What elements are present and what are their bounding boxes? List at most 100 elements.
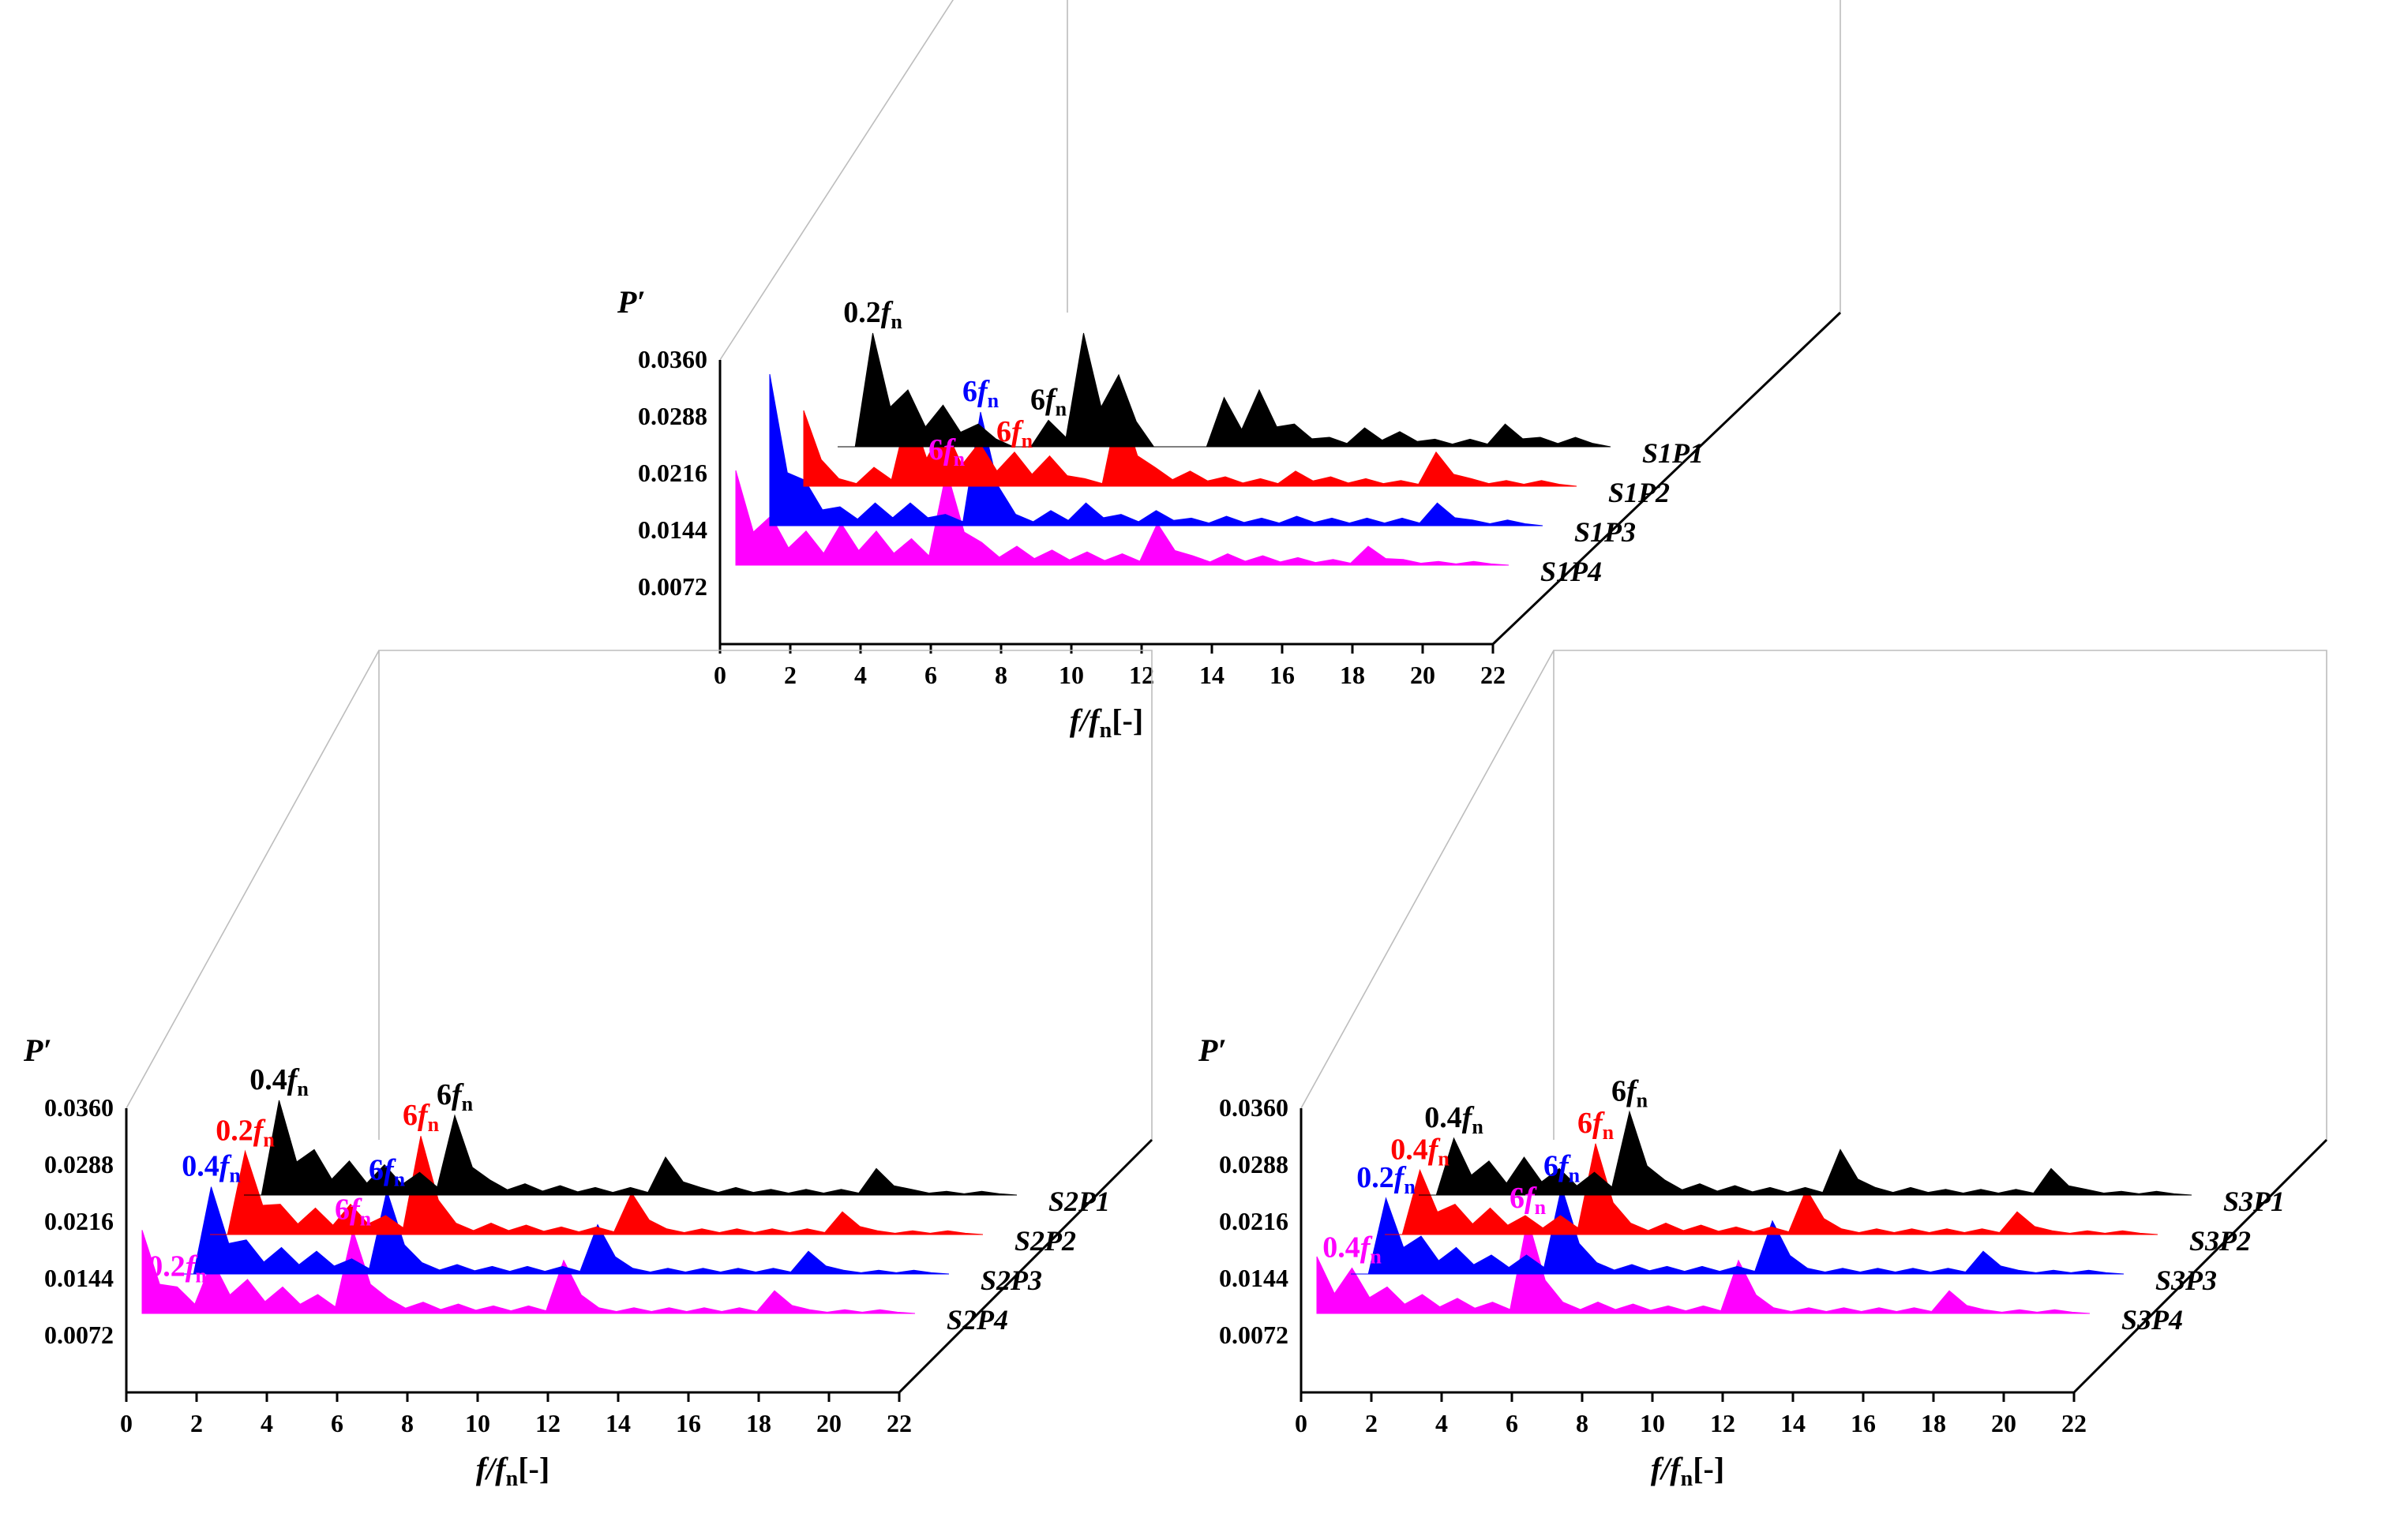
peak-annotation: 6fn xyxy=(437,1078,474,1115)
peak-annotation: 0.2fn xyxy=(1356,1161,1416,1198)
series-area-S1P1 xyxy=(838,332,1611,448)
y-tick-label: 0.0216 xyxy=(638,459,707,487)
series-label-S2P1: S2P1 xyxy=(1048,1186,1110,1217)
y-tick-label: 0.0288 xyxy=(1219,1150,1288,1178)
x-tick-label: 4 xyxy=(261,1409,273,1437)
x-tick-label: 10 xyxy=(1640,1409,1665,1437)
x-tick-label: 4 xyxy=(854,661,867,689)
x-tick-label: 10 xyxy=(1059,661,1084,689)
y-tick-label: 0.0216 xyxy=(1219,1207,1288,1235)
y-tick-label: 0.0072 xyxy=(1219,1321,1288,1349)
x-tick-label: 6 xyxy=(1506,1409,1518,1437)
series-area-S2P4 xyxy=(141,1228,916,1314)
series-label-S3P1: S3P1 xyxy=(2223,1186,2285,1217)
x-tick-label: 14 xyxy=(1199,661,1225,689)
peak-annotation: 0.2fn xyxy=(148,1250,207,1287)
peak-annotation: 6fn xyxy=(928,433,966,470)
series-label-S1P2: S1P2 xyxy=(1608,477,1670,508)
series-label-S1P1: S1P1 xyxy=(1642,437,1704,469)
x-tick-label: 0 xyxy=(714,661,726,689)
peak-annotation: 0.4fn xyxy=(1424,1101,1483,1138)
depth-axis xyxy=(898,1138,1153,1394)
series-area-S2P3 xyxy=(176,1186,950,1275)
series-label-S2P3: S2P3 xyxy=(981,1265,1042,1296)
x-axis-label: f/fn[-] xyxy=(1070,703,1143,743)
peak-annotation: 6fn xyxy=(1611,1074,1648,1111)
x-tick-label: 18 xyxy=(1340,661,1365,689)
x-tick-label: 22 xyxy=(1480,661,1506,689)
peak-annotation: 6fn xyxy=(1510,1182,1547,1219)
x-axis-label: f/fn[-] xyxy=(1651,1451,1724,1491)
series-area-S3P2 xyxy=(1385,1143,2158,1235)
depth-axis xyxy=(2072,1138,2328,1394)
chart-panel-top: 0 2 4 6 8 10 12 14 16 18 20 22 0.0072 0.0144 0.0216 0.0… xyxy=(617,0,1842,743)
x-tick-label: 10 xyxy=(465,1409,490,1437)
x-tick-label: 2 xyxy=(190,1409,203,1437)
y-tick-label: 0.0360 xyxy=(1219,1093,1288,1122)
x-tick-label: 16 xyxy=(1270,661,1295,689)
peak-annotation: 0.4fn xyxy=(249,1063,309,1100)
x-tick-label: 14 xyxy=(606,1409,631,1437)
x-tick-label: 18 xyxy=(746,1409,771,1437)
series-label-S3P2: S3P2 xyxy=(2189,1225,2251,1257)
x-axis-label: f/fn[-] xyxy=(476,1451,549,1491)
peak-annotation: 6fn xyxy=(335,1193,372,1230)
series-label-S2P2: S2P2 xyxy=(1014,1225,1076,1257)
x-tick-label: 16 xyxy=(1851,1409,1876,1437)
series-area-S2P2 xyxy=(210,1136,984,1235)
series-area-S3P4 xyxy=(1316,1218,2091,1314)
series-area-S3P1 xyxy=(1419,1110,2192,1196)
y-tick-label: 0.0072 xyxy=(638,572,707,601)
peak-annotation: 6fn xyxy=(403,1099,440,1136)
y-tick-label: 0.0216 xyxy=(44,1207,114,1235)
peak-annotation: 6fn xyxy=(1577,1107,1615,1144)
y-tick-label: 0.0144 xyxy=(44,1264,114,1292)
peak-annotation: 6fn xyxy=(1030,383,1067,420)
peak-annotation: 6fn xyxy=(996,415,1033,452)
x-tick-label: 8 xyxy=(1576,1409,1588,1437)
y-axis-label: P′ xyxy=(1198,1032,1227,1068)
y-tick-label: 0.0144 xyxy=(638,515,707,544)
series-label-S3P4: S3P4 xyxy=(2121,1304,2183,1336)
y-tick-label: 0.0288 xyxy=(638,402,707,430)
x-tick-label: 12 xyxy=(535,1409,561,1437)
y-axis-label: P′ xyxy=(23,1032,52,1068)
x-tick-label: 22 xyxy=(887,1409,912,1437)
series-area-S1P4 xyxy=(735,470,1510,566)
x-tick-label: 6 xyxy=(924,661,937,689)
x-tick-label: 4 xyxy=(1435,1409,1448,1437)
x-tick-label: 2 xyxy=(784,661,797,689)
x-tick-label: 0 xyxy=(1295,1409,1307,1437)
x-tick-label: 16 xyxy=(676,1409,701,1437)
series-area-S1P3 xyxy=(769,373,1543,526)
depth-axis xyxy=(1491,311,1842,646)
peak-annotation: 0.2fn xyxy=(843,296,902,333)
x-tick-label: 20 xyxy=(1991,1409,2016,1437)
peak-annotation: 6fn xyxy=(962,375,999,412)
series-label-S2P4: S2P4 xyxy=(947,1304,1008,1336)
x-tick-label: 2 xyxy=(1365,1409,1378,1437)
series-area-S3P3 xyxy=(1351,1185,2125,1275)
x-tick-label: 6 xyxy=(331,1409,343,1437)
y-tick-label: 0.0360 xyxy=(44,1093,114,1122)
x-tick-label: 12 xyxy=(1710,1409,1735,1437)
peak-annotation: 0.4fn xyxy=(1322,1231,1382,1268)
y-tick-label: 0.0072 xyxy=(44,1321,114,1349)
chart-panel-bottom-right: 0 2 4 6 8 10 12 14 16 18 20 22 0.0072 0.0144 0.0216 0.0… xyxy=(1198,650,2328,1491)
x-tick-label: 18 xyxy=(1921,1409,1946,1437)
x-tick-label: 14 xyxy=(1780,1409,1806,1437)
peak-annotation: 0.4fn xyxy=(1390,1133,1450,1170)
x-tick-label: 8 xyxy=(995,661,1007,689)
peak-annotation: 0.2fn xyxy=(216,1114,275,1151)
peak-annotation: 6fn xyxy=(369,1153,406,1190)
x-tick-label: 20 xyxy=(816,1409,842,1437)
series-area-S2P1 xyxy=(244,1100,1018,1196)
x-tick-label: 12 xyxy=(1129,661,1154,689)
series-label-S3P3: S3P3 xyxy=(2155,1265,2217,1296)
y-tick-label: 0.0288 xyxy=(44,1150,114,1178)
peak-annotation: 0.4fn xyxy=(182,1150,241,1187)
y-axis-label: P′ xyxy=(617,284,646,320)
series-label-S1P4: S1P4 xyxy=(1540,556,1602,587)
x-tick-label: 20 xyxy=(1410,661,1435,689)
